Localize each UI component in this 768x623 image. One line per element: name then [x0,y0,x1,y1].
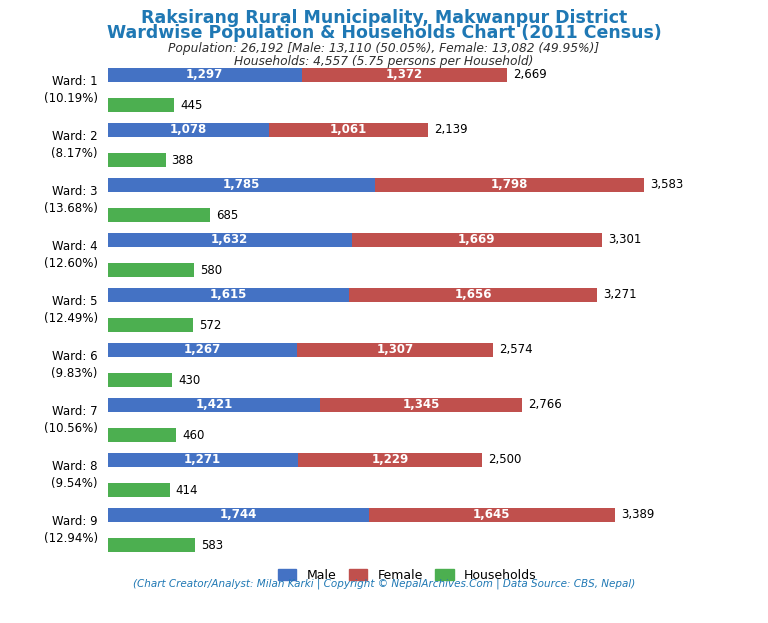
Bar [375,178,644,192]
Text: 1,744: 1,744 [220,508,257,521]
Text: 1,632: 1,632 [211,233,248,246]
Bar [108,178,375,192]
Bar [108,123,269,136]
Bar [108,453,298,467]
Bar [352,233,602,247]
Text: 1,229: 1,229 [371,454,409,466]
Bar [108,318,194,332]
Text: 2,500: 2,500 [488,454,521,466]
Bar [298,453,482,467]
Bar [108,508,369,521]
Text: 1,078: 1,078 [170,123,207,136]
Text: 3,389: 3,389 [621,508,654,521]
Text: 3,301: 3,301 [607,233,641,246]
Bar [108,153,166,167]
Text: 1,372: 1,372 [386,69,423,81]
Bar [108,343,297,357]
Text: 572: 572 [199,318,221,331]
Text: 1,267: 1,267 [184,343,221,356]
Text: 1,271: 1,271 [184,454,221,466]
Text: (Chart Creator/Analyst: Milan Karki | Copyright © NepalArchives.Com | Data Sourc: (Chart Creator/Analyst: Milan Karki | Co… [133,578,635,589]
Text: 460: 460 [183,429,205,442]
Bar [302,68,507,82]
Text: 1,798: 1,798 [491,178,528,191]
Bar [108,538,195,552]
Bar [108,373,172,387]
Bar [108,483,170,497]
Text: 2,766: 2,766 [528,398,561,411]
Text: Raksirang Rural Municipality, Makwanpur District: Raksirang Rural Municipality, Makwanpur … [141,9,627,27]
Bar [108,98,174,112]
Text: 3,271: 3,271 [604,288,637,302]
Text: Population: 26,192 [Male: 13,110 (50.05%), Female: 13,082 (49.95%)]: Population: 26,192 [Male: 13,110 (50.05%… [168,42,600,55]
Bar [108,68,302,82]
Text: 1,645: 1,645 [473,508,511,521]
Text: 2,669: 2,669 [513,69,547,81]
Text: 685: 685 [216,209,238,222]
Text: 414: 414 [176,483,198,497]
Bar [108,263,194,277]
Text: 1,656: 1,656 [455,288,492,302]
Text: 1,669: 1,669 [458,233,495,246]
Text: 430: 430 [178,374,200,387]
Text: 2,574: 2,574 [499,343,533,356]
Text: 1,345: 1,345 [402,398,440,411]
Text: 1,061: 1,061 [329,123,367,136]
Text: Households: 4,557 (5.75 persons per Household): Households: 4,557 (5.75 persons per Hous… [234,55,534,68]
Text: 1,615: 1,615 [210,288,247,302]
Bar [320,398,521,412]
Bar [297,343,493,357]
Text: 1,421: 1,421 [195,398,233,411]
Text: 580: 580 [200,264,223,277]
Bar [108,398,320,412]
Bar [108,428,177,442]
Text: 1,785: 1,785 [223,178,260,191]
Text: 1,297: 1,297 [186,69,223,81]
Text: 583: 583 [200,539,223,551]
Bar [369,508,615,521]
Text: 2,139: 2,139 [434,123,468,136]
Text: 445: 445 [180,98,203,112]
Bar [108,233,352,247]
Bar [269,123,428,136]
Text: Wardwise Population & Households Chart (2011 Census): Wardwise Population & Households Chart (… [107,24,661,42]
Legend: Male, Female, Households: Male, Female, Households [273,564,541,587]
Text: 1,307: 1,307 [376,343,414,356]
Text: 388: 388 [171,154,194,166]
Text: 3,583: 3,583 [650,178,684,191]
Bar [349,288,598,302]
Bar [108,288,349,302]
Bar [108,208,210,222]
